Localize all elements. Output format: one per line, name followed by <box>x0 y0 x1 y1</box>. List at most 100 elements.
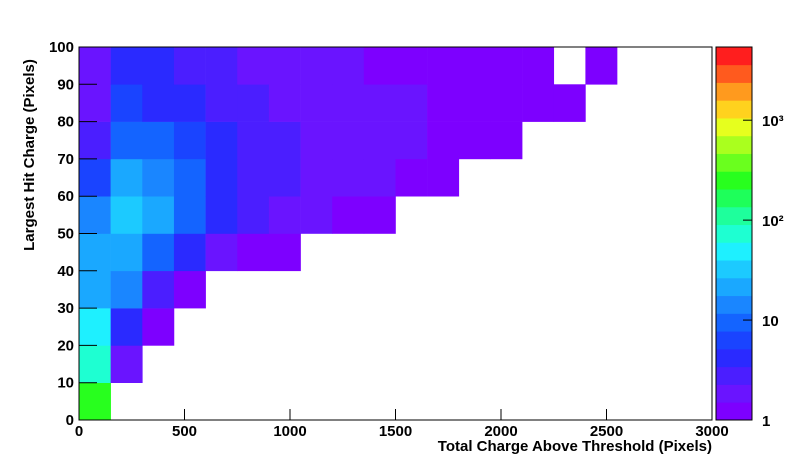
heatmap-cell <box>395 47 428 85</box>
heatmap-cell <box>142 84 175 122</box>
heatmap-cell <box>79 196 111 234</box>
heatmap-cell <box>173 233 206 272</box>
x-tick-label: 1000 <box>273 423 306 440</box>
heatmap-cell <box>395 121 428 160</box>
heatmap-cell <box>268 196 301 234</box>
colorbar-band <box>716 260 752 279</box>
heatmap-cell <box>237 233 270 272</box>
heatmap-cell <box>237 84 270 122</box>
y-tick-label: 0 <box>66 412 74 429</box>
heatmap-cell <box>205 84 238 122</box>
colorbar-band <box>716 295 752 314</box>
colorbar-band <box>716 402 752 421</box>
y-tick-label: 100 <box>49 39 74 56</box>
heatmap-cell <box>490 84 523 122</box>
heatmap-cell <box>395 84 428 122</box>
heatmap-cell <box>79 121 111 160</box>
heatmap-cell <box>173 196 206 234</box>
heatmap-cell <box>205 121 238 160</box>
heatmap-cell <box>79 345 111 383</box>
heatmap-cell <box>79 270 111 309</box>
colorbar-band <box>716 348 752 368</box>
colorbar-band <box>716 47 752 66</box>
heatmap-cell <box>237 158 270 197</box>
heatmap-cell <box>268 233 301 272</box>
x-tick-label: 3000 <box>695 423 728 440</box>
heatmap-cell <box>142 121 175 160</box>
heatmap-cell <box>458 121 491 160</box>
heatmap-cell <box>142 270 175 309</box>
heatmap-cell <box>363 196 396 234</box>
heatmap-cell <box>173 84 206 122</box>
y-tick-label: 30 <box>57 300 74 317</box>
heatmap-cell <box>173 47 206 85</box>
colorbar-frame <box>715 46 753 421</box>
heatmap-cell <box>300 196 333 234</box>
colorbar-band <box>716 82 752 101</box>
heatmap-cell <box>300 47 333 85</box>
heatmap-cell <box>205 47 238 85</box>
heatmap-cell <box>268 84 301 122</box>
colorbar-tick-label: 10 <box>762 313 779 330</box>
colorbar-band <box>716 153 752 172</box>
heatmap-cell <box>205 233 238 272</box>
heatmap-cell <box>522 84 555 122</box>
x-tick-label: 2000 <box>484 423 517 440</box>
heatmap-cell <box>458 84 491 122</box>
heatmap-cell <box>332 158 365 197</box>
heatmap-cell <box>142 196 175 234</box>
heatmap-cell <box>427 121 460 160</box>
y-tick-label: 40 <box>57 263 74 280</box>
heatmap-cell <box>363 47 396 85</box>
heatmap-cell <box>585 47 618 85</box>
colorbar-band <box>716 313 752 332</box>
heatmap-cell <box>110 121 143 160</box>
heatmap-cell <box>332 47 365 85</box>
colorbar-band <box>716 100 752 119</box>
colorbar-band <box>716 171 752 190</box>
heatmap-cell <box>173 270 206 309</box>
heatmap-cell <box>173 121 206 160</box>
heatmap-cell <box>490 121 523 160</box>
heatmap-cell <box>268 121 301 160</box>
heatmap-cell <box>110 47 143 85</box>
heatmap-cell <box>363 121 396 160</box>
heatmap-cell <box>300 158 333 197</box>
heatmap-cell <box>142 233 175 272</box>
heatmap-cell <box>395 158 428 197</box>
y-tick-label: 50 <box>57 226 74 243</box>
heatmap-cell <box>237 47 270 85</box>
x-axis-label: Total Charge Above Threshold (Pixels) <box>438 438 712 455</box>
heatmap-cell <box>110 233 143 272</box>
x-tick-label: 2500 <box>590 423 623 440</box>
heatmap-cell <box>458 47 491 85</box>
colorbar-tick-label: 1 <box>762 413 770 430</box>
heatmap-cell <box>427 84 460 122</box>
colorbar-tick-label: 10² <box>762 213 784 230</box>
heatmap-cell <box>79 382 111 421</box>
heatmap-cell <box>79 158 111 197</box>
heatmap-cell <box>110 345 143 383</box>
colorbar-band <box>716 277 752 297</box>
colorbar-band <box>716 384 752 403</box>
y-axis-label: Largest Hit Charge (Pixels) <box>21 59 38 251</box>
heatmap-cell <box>79 84 111 122</box>
heatmap-cell <box>268 158 301 197</box>
colorbar-band <box>716 135 752 154</box>
heatmap-cell <box>427 158 460 197</box>
x-tick-label: 500 <box>172 423 197 440</box>
y-tick-label: 60 <box>57 188 74 205</box>
heatmap-cell <box>522 47 555 85</box>
colorbar-band <box>716 224 752 243</box>
heatmap-cell <box>300 121 333 160</box>
y-tick-label: 70 <box>57 151 74 168</box>
heatmap-cell <box>490 47 523 85</box>
colorbar-band <box>716 366 752 385</box>
colorbar-band <box>716 206 752 226</box>
heatmap-cell <box>332 84 365 122</box>
heatmap-cell <box>205 158 238 197</box>
colorbar-band <box>716 189 752 208</box>
heatmap-cell <box>142 308 175 346</box>
heatmap-cell <box>142 47 175 85</box>
